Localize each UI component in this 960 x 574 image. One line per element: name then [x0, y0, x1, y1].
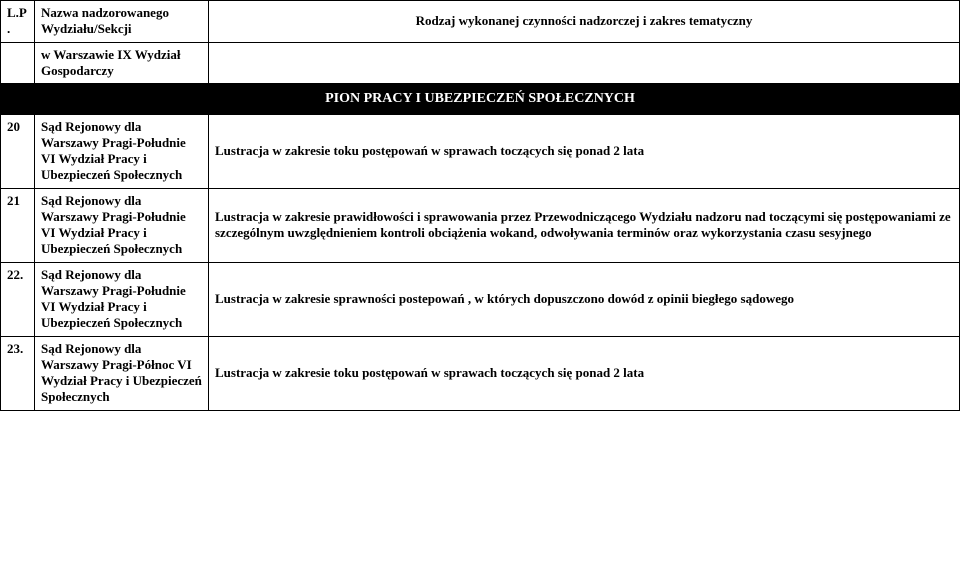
context-lp — [1, 42, 35, 84]
cell-name: Sąd Rejonowy dla Warszawy Pragi-Południe… — [35, 262, 209, 336]
cell-lp: 23. — [1, 336, 35, 410]
header-lp: L.P . — [1, 1, 35, 43]
table-header-row: L.P . Nazwa nadzorowanego Wydziału/Sekcj… — [1, 1, 960, 43]
cell-lp: 21 — [1, 188, 35, 262]
cell-desc: Lustracja w zakresie toku postępowań w s… — [209, 336, 960, 410]
context-row: w Warszawie IX Wydział Gospodarczy — [1, 42, 960, 84]
context-name: w Warszawie IX Wydział Gospodarczy — [35, 42, 209, 84]
section-bar-row: PION PRACY I UBEZPIECZEŃ SPOŁECZNYCH — [1, 84, 960, 115]
cell-lp: 20 — [1, 114, 35, 188]
context-desc — [209, 42, 960, 84]
header-desc: Rodzaj wykonanej czynności nadzorczej i … — [209, 1, 960, 43]
cell-lp: 22. — [1, 262, 35, 336]
table-row: 22. Sąd Rejonowy dla Warszawy Pragi-Połu… — [1, 262, 960, 336]
header-name: Nazwa nadzorowanego Wydziału/Sekcji — [35, 1, 209, 43]
table-row: 21 Sąd Rejonowy dla Warszawy Pragi-Połud… — [1, 188, 960, 262]
cell-name: Sąd Rejonowy dla Warszawy Pragi-Południe… — [35, 188, 209, 262]
header-name-line2: Wydziału/Sekcji — [41, 21, 202, 37]
cell-name: Sąd Rejonowy dla Warszawy Pragi-Północ V… — [35, 336, 209, 410]
section-bar-label: PION PRACY I UBEZPIECZEŃ SPOŁECZNYCH — [1, 84, 960, 115]
table-row: 20 Sąd Rejonowy dla Warszawy Pragi-Połud… — [1, 114, 960, 188]
cell-name: Sąd Rejonowy dla Warszawy Pragi-Południe… — [35, 114, 209, 188]
table-row: 23. Sąd Rejonowy dla Warszawy Pragi-Półn… — [1, 336, 960, 410]
cell-desc: Lustracja w zakresie sprawności postepow… — [209, 262, 960, 336]
header-name-line1: Nazwa nadzorowanego — [41, 5, 202, 21]
header-lp-line1: L.P — [7, 5, 26, 20]
cell-desc: Lustracja w zakresie toku postępowań w s… — [209, 114, 960, 188]
header-lp-line2: . — [7, 21, 10, 36]
supervision-table: L.P . Nazwa nadzorowanego Wydziału/Sekcj… — [0, 0, 960, 411]
cell-desc: Lustracja w zakresie prawidłowości i spr… — [209, 188, 960, 262]
